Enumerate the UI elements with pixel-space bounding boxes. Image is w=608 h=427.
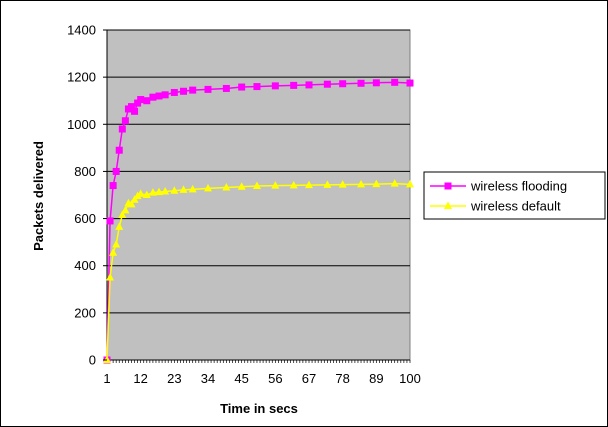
data-point xyxy=(109,182,117,190)
data-point xyxy=(115,146,123,154)
data-point xyxy=(112,240,121,248)
legend-label: wireless flooding xyxy=(470,179,567,194)
data-point xyxy=(118,125,126,133)
x-tick-label: 56 xyxy=(268,371,282,386)
data-point xyxy=(161,91,169,99)
data-point xyxy=(189,86,197,94)
x-axis-title: Time in secs xyxy=(220,401,298,416)
data-point xyxy=(170,186,179,194)
y-tick-label: 400 xyxy=(74,258,96,273)
x-tick-label: 34 xyxy=(201,371,215,386)
x-tick-label: 1 xyxy=(103,371,110,386)
data-point xyxy=(406,179,414,188)
data-point xyxy=(143,97,151,105)
data-point xyxy=(170,88,178,96)
y-tick-label: 1000 xyxy=(67,117,96,132)
data-point xyxy=(222,84,230,92)
data-point xyxy=(305,81,313,89)
data-point xyxy=(179,185,188,193)
data-point xyxy=(323,180,332,188)
data-point xyxy=(148,188,157,196)
legend-box xyxy=(423,171,606,220)
data-point xyxy=(253,83,261,91)
data-point xyxy=(109,248,118,256)
data-point xyxy=(323,80,331,88)
data-point xyxy=(252,181,261,190)
data-point xyxy=(188,184,197,193)
data-point xyxy=(106,217,114,225)
x-tick-label: 78 xyxy=(335,371,349,386)
axes xyxy=(106,30,411,363)
legend-label: wireless default xyxy=(470,199,561,214)
y-tick-label: 600 xyxy=(74,211,96,226)
tick-labels: 0 200 400 600 800 1000 1200 1400 1 12 23 34 45 56 67 78… xyxy=(67,23,421,387)
data-point xyxy=(357,179,366,188)
data-point xyxy=(118,210,127,219)
data-point xyxy=(121,205,130,214)
data-point xyxy=(390,179,399,187)
data-point xyxy=(391,78,399,86)
data-point xyxy=(357,79,365,87)
data-point xyxy=(339,80,347,88)
x-tick-label: 12 xyxy=(133,371,147,386)
data-point xyxy=(155,92,163,100)
data-point xyxy=(290,81,298,89)
data-point xyxy=(112,167,120,175)
x-tick-label: 89 xyxy=(369,371,383,386)
y-axis-title: Packets delivered xyxy=(31,141,46,251)
data-point xyxy=(372,79,380,87)
data-point xyxy=(149,93,157,101)
data-point xyxy=(103,355,111,363)
series-layer xyxy=(103,78,414,364)
x-tick-label: 23 xyxy=(167,371,181,386)
data-point xyxy=(142,190,151,198)
data-point xyxy=(121,117,129,125)
legend: wireless flooding wireless default xyxy=(423,171,606,220)
data-point xyxy=(338,180,347,188)
gridlines xyxy=(107,29,410,314)
series-1 xyxy=(103,179,414,363)
data-point xyxy=(127,103,135,111)
data-point xyxy=(134,99,142,107)
y-tick-label: 200 xyxy=(74,305,96,320)
data-point xyxy=(237,182,246,190)
data-point xyxy=(204,183,212,192)
data-point xyxy=(204,85,212,93)
data-point xyxy=(161,186,170,195)
y-tick-label: 800 xyxy=(74,164,96,179)
data-point xyxy=(106,273,115,281)
data-point xyxy=(155,187,164,196)
data-point xyxy=(271,82,279,90)
x-tick-label: 45 xyxy=(234,371,248,386)
data-point xyxy=(180,87,188,95)
y-tick-label: 0 xyxy=(89,353,96,368)
series-0 xyxy=(103,78,414,364)
data-point xyxy=(372,179,381,188)
data-point xyxy=(271,181,280,189)
x-tick-label: 67 xyxy=(302,371,316,386)
y-tick-label: 1200 xyxy=(67,70,96,85)
data-point xyxy=(238,83,246,91)
data-point xyxy=(115,222,124,230)
legend-marker xyxy=(444,201,452,209)
y-tick-label: 1400 xyxy=(67,23,96,38)
data-point xyxy=(305,180,313,189)
data-point xyxy=(136,189,145,197)
data-point xyxy=(131,107,139,115)
data-point xyxy=(127,199,136,208)
data-point xyxy=(406,79,414,87)
data-point xyxy=(222,182,231,191)
data-point xyxy=(289,180,298,189)
legend-marker xyxy=(444,182,452,190)
data-point xyxy=(137,96,145,104)
x-tick-label: 100 xyxy=(399,371,421,386)
